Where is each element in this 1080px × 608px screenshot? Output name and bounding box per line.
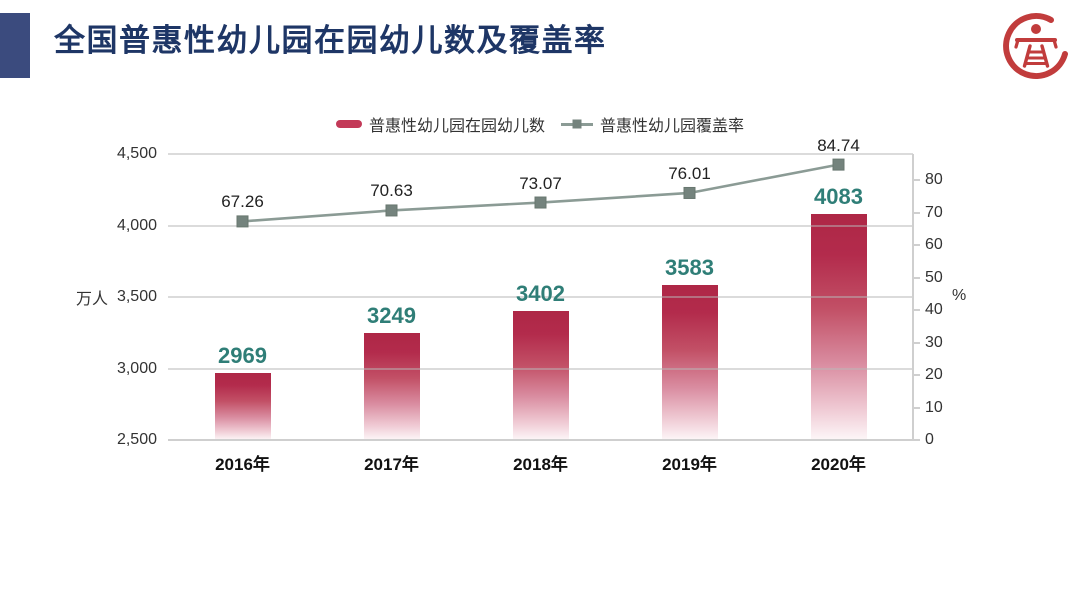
x-axis-line [168,439,913,441]
bar-2020年 [810,213,867,440]
right-axis-tickmark-60 [913,244,920,246]
title-accent-square [0,13,30,78]
right-axis-tick-40: 40 [925,301,943,318]
bar-value-2016年: 2969 [218,342,267,368]
right-axis-tickmark-20 [913,374,920,376]
right-axis-tickmark-40 [913,309,920,311]
bar-value-2017年: 3249 [367,302,416,328]
line-value-2020年: 84.74 [817,135,860,155]
left-axis-tick-3,500: 3,500 [116,288,157,305]
legend-label: 普惠性幼儿园覆盖率 [600,118,745,135]
bar-2018年 [512,311,569,440]
right-axis-tick-50: 50 [925,268,943,286]
right-axis-tick-10: 10 [925,398,943,416]
left-axis-tick-4,500: 4,500 [116,145,157,162]
right-axis-tickmark-80 [913,179,920,181]
legend-line-marker-icon [572,119,582,129]
bar-value-2018年: 3402 [516,281,565,306]
left-axis-tick-4,000: 4,000 [116,216,157,234]
right-axis-tick-80: 80 [925,171,943,188]
left-axis-unit: 万人 [76,291,109,308]
education-emblem-icon [1003,13,1068,79]
bar-2019年 [661,285,718,440]
x-axis-label-2019年: 2019年 [662,455,717,474]
x-axis-label-2017年: 2017年 [364,455,419,474]
gridline-3,000 [168,367,913,370]
x-axis-label-2016年: 2016年 [215,455,270,474]
legend-label: 普惠性幼儿园在园幼儿数 [368,118,545,135]
right-axis-line [912,154,914,440]
left-axis-tick-2,500: 2,500 [116,431,157,448]
chart-legend: 普惠性幼儿园在园幼儿数 普惠性幼儿园覆盖率 [0,112,1080,136]
line-marker-2020年 [832,158,845,171]
bar-value-2020年: 4083 [814,183,863,209]
x-axis-label-2020年: 2020年 [811,455,866,474]
right-axis-tickmark-70 [913,211,920,214]
legend-bar-swatch-icon [335,120,362,128]
gridline-4,500 [168,153,913,155]
line-marker-2019年 [683,186,696,199]
right-axis-tick-60: 60 [925,236,943,253]
line-value-2016年: 67.26 [221,192,264,212]
left-axis-tick-3,000: 3,000 [116,359,157,377]
bar-2017年 [363,332,420,440]
right-axis-unit: % [952,287,967,304]
line-marker-2017年 [385,204,398,217]
legend-line-swatch-icon [561,119,593,129]
line-value-2019年: 76.01 [668,163,711,183]
right-axis-tick-0: 0 [925,431,934,448]
right-axis-tickmark-30 [913,341,920,344]
page-title: 全国普惠性幼儿园在园幼儿数及覆盖率 [54,23,607,58]
right-axis-tickmark-10 [913,406,920,409]
right-axis-tickmark-50 [913,276,920,279]
legend-item-line: 普惠性幼儿园覆盖率 [561,112,744,136]
right-axis-tick-20: 20 [925,366,943,383]
bar-2016年 [214,372,271,440]
right-axis-tickmark-0 [913,439,920,441]
gridline-3,500 [168,296,913,298]
line-value-2017年: 70.63 [370,181,413,201]
legend-item-bars: 普惠性幼儿园在园幼儿数 [335,112,545,136]
right-axis-tick-70: 70 [925,203,943,221]
gridline-4,000 [168,224,913,227]
right-axis-tick-30: 30 [925,333,943,351]
line-value-2018年: 73.07 [519,173,562,193]
bar-value-2019年: 3583 [665,255,714,281]
x-axis-label-2018年: 2018年 [513,455,568,474]
line-marker-2018年 [534,196,547,209]
